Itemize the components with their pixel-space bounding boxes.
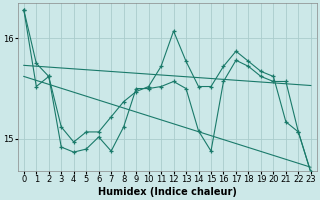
X-axis label: Humidex (Indice chaleur): Humidex (Indice chaleur) [98, 187, 237, 197]
